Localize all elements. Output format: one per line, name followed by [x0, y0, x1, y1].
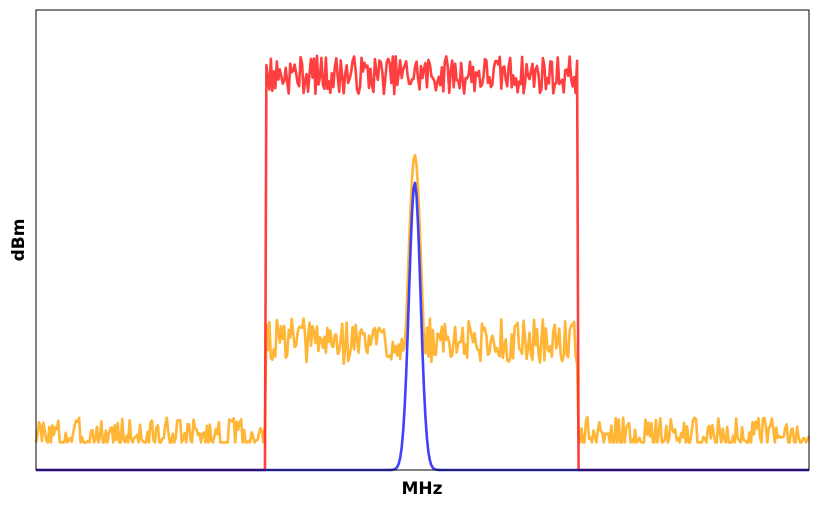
- x-axis-label: MHz: [401, 479, 442, 499]
- y-axis-label: dBm: [9, 219, 29, 262]
- plot-background: [36, 10, 809, 470]
- plot-frame: [35, 9, 810, 471]
- series-orange-line: [34, 153, 811, 444]
